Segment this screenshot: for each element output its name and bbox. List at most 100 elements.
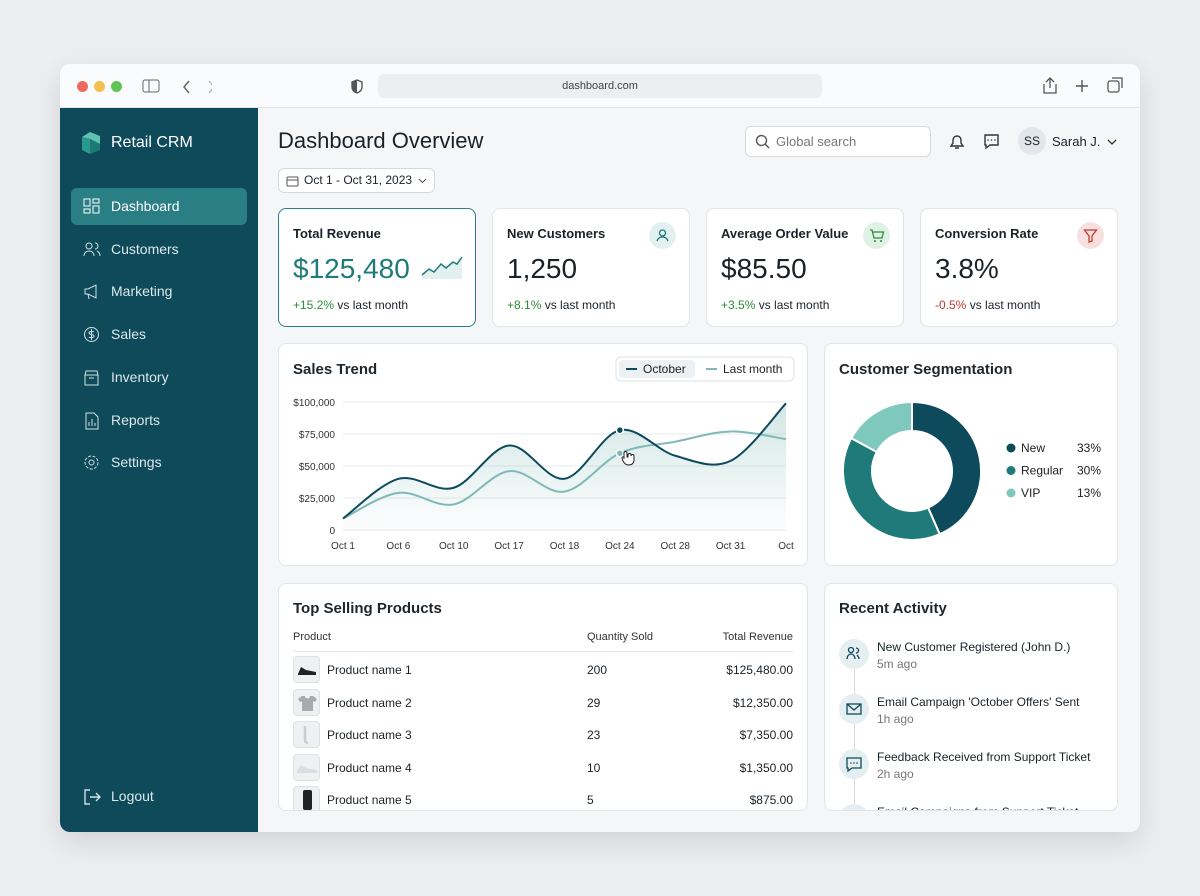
product-name: Product name 1 (327, 663, 412, 677)
header-icons[interactable] (947, 132, 999, 152)
value-label: 13% (1077, 486, 1101, 500)
nav-item[interactable]: Sales (71, 316, 247, 353)
quantity: 10 (587, 760, 601, 775)
kpi-label: Average Order Value (721, 226, 849, 241)
chevron (418, 178, 427, 184)
x-tick-label: Oct 24 (605, 541, 635, 552)
activity-icon (839, 804, 869, 810)
activity-time: 1h ago (877, 712, 914, 726)
activity-time: 2h ago (877, 767, 914, 781)
kpi-note: vs last month (969, 298, 1041, 312)
legend-dot (1006, 466, 1016, 475)
legend-label: Last month (723, 362, 782, 376)
product-name: Product name 2 (327, 695, 412, 710)
date-range: Oct 1 - Oct 31, 2023 (304, 173, 413, 187)
user-menu-chevron[interactable] (1107, 139, 1117, 145)
nav-label: Sales (111, 326, 147, 343)
date-range-picker[interactable]: Oct 1 - Oct 31, 2023 (278, 168, 435, 193)
header-divider (293, 651, 793, 652)
revenue: $7,350.00 (739, 728, 793, 742)
value-label: 30% (1077, 464, 1101, 478)
icon (846, 703, 862, 715)
nav-item[interactable]: Dashboard (71, 188, 247, 225)
products-card: Top Selling Products Product Quantity So… (278, 583, 808, 811)
y-tick-label: $75,000 (299, 430, 336, 441)
browser-actions[interactable] (1042, 76, 1126, 96)
highlight-point (615, 425, 625, 435)
nav-item[interactable]: Settings (71, 444, 247, 481)
kpi-icon (649, 222, 676, 249)
activity-icon (839, 749, 869, 779)
kpi-change: +15.2% (293, 298, 335, 312)
kpi-change-row: +8.1% vs last month (507, 298, 615, 312)
activity-text: New Customer Registered (John D.) (877, 640, 1071, 654)
logout-icon (84, 789, 101, 805)
donut-segment (911, 400, 982, 536)
nav-item[interactable]: Inventory (71, 359, 247, 396)
x-tick-label: Oct 10 (439, 541, 469, 552)
activity-text: Email Campaigns from Support Ticket (877, 805, 1078, 810)
user-name[interactable]: Sarah J. (1052, 134, 1101, 149)
quantity: 23 (587, 728, 601, 742)
nav-icon (83, 198, 100, 214)
value-label: 33% (1077, 441, 1101, 455)
product-thumbnail (293, 721, 320, 748)
kpi-note: vs last month (337, 298, 409, 312)
nav-label: Customers (111, 240, 179, 257)
product-image (303, 790, 312, 810)
url: dashboard.com (562, 80, 638, 92)
kpi-value: 3.8% (935, 253, 999, 284)
chart-title: Customer Segmentation (839, 361, 1012, 378)
sales-trend-card: Sales Trend 0 $25,000 $50,000 $75,000 $100,00… (278, 343, 808, 566)
x-tick-label: Oct 17 (494, 541, 524, 552)
revenue: $1,350.00 (739, 760, 793, 775)
card-title: Recent Activity (839, 600, 947, 617)
minimize-button[interactable] (94, 81, 105, 92)
user-avatar[interactable]: SS (1018, 127, 1046, 155)
logout-button[interactable]: Logout (71, 778, 247, 815)
line (342, 402, 787, 520)
kpi-change-row: +15.2% vs last month (293, 298, 408, 312)
product-thumbnail (293, 656, 320, 683)
activity-text: Email Campaign 'October Offers' Sent (877, 695, 1080, 709)
nav-icon (83, 242, 101, 256)
donut-segment (849, 400, 913, 454)
kpi-icon (1077, 222, 1104, 249)
quantity: 29 (587, 695, 601, 710)
kpi-icon (863, 222, 890, 249)
cursor (621, 451, 635, 466)
nav-label: Reports (111, 411, 161, 428)
product-thumbnail (293, 688, 320, 716)
nav-icon (85, 412, 99, 429)
search-box[interactable]: Global search (745, 126, 931, 157)
address-bar[interactable]: dashboard.com (378, 74, 822, 98)
revenue: $125,480.00 (726, 663, 793, 677)
nav-item[interactable]: Customers (71, 231, 247, 268)
nav-icon (84, 370, 99, 386)
kpi-label: Conversion Rate (935, 226, 1039, 241)
legend-active (619, 360, 695, 378)
quantity: 200 (587, 663, 608, 677)
maximize-button[interactable] (111, 81, 122, 92)
chart-title: Sales Trend (293, 361, 377, 378)
search-icon (755, 134, 770, 149)
kpi-note: vs last month (758, 298, 830, 312)
product-name: Product name 5 (327, 793, 412, 807)
legend-label: October (643, 362, 686, 376)
product-image (298, 695, 317, 711)
nav-item[interactable]: Reports (71, 402, 247, 439)
line-chart: Sales Trend 0 $25,000 $50,000 $75,000 $100,00… (293, 356, 795, 552)
revenue: $12,350.00 (732, 695, 793, 710)
activity-text: Feedback Received from Support Ticket (877, 750, 1091, 764)
nav-label: Inventory (111, 368, 169, 385)
column-header: Total Revenue (722, 631, 793, 643)
close-button[interactable] (77, 81, 88, 92)
nav-controls[interactable] (142, 78, 212, 96)
nav-item[interactable]: Marketing (71, 273, 247, 310)
kpi-change-row: -0.5% vs last month (935, 298, 1040, 312)
x-tick-label: Oct 28 (661, 541, 691, 552)
sidebar: Retail CRM Dashboard Customers Marketing Sa… (60, 108, 258, 832)
y-tick-label: $50,000 (299, 462, 336, 473)
legend-dot (1006, 488, 1016, 498)
activity-icon (839, 694, 869, 724)
